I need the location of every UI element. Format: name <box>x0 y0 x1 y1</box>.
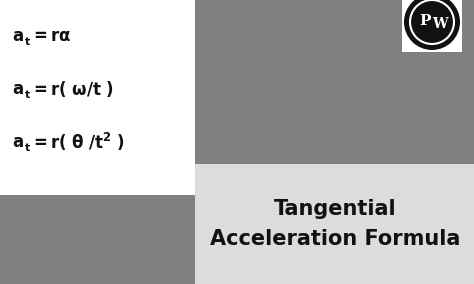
Text: $\mathbf{a}$: $\mathbf{a}$ <box>12 27 24 45</box>
Ellipse shape <box>410 0 454 44</box>
Text: W: W <box>432 17 448 31</box>
Text: $\mathbf{=r(\ \omega/t\ )}$: $\mathbf{=r(\ \omega/t\ )}$ <box>30 79 114 99</box>
Text: $\mathbf{=r(\ \theta\ /t^{2}\ )}$: $\mathbf{=r(\ \theta\ /t^{2}\ )}$ <box>30 131 125 153</box>
Bar <box>0 195 195 284</box>
Text: $\mathbf{a}$: $\mathbf{a}$ <box>12 80 24 98</box>
Ellipse shape <box>404 0 460 50</box>
Bar <box>195 164 474 284</box>
Text: Acceleration Formula: Acceleration Formula <box>210 229 460 249</box>
Text: P: P <box>419 14 431 28</box>
Text: $\mathbf{t}$: $\mathbf{t}$ <box>24 35 31 47</box>
Text: $\mathbf{t}$: $\mathbf{t}$ <box>24 88 31 100</box>
Text: $\mathbf{t}$: $\mathbf{t}$ <box>24 141 31 153</box>
Bar <box>0 0 195 195</box>
Text: $\mathbf{=r\alpha}$: $\mathbf{=r\alpha}$ <box>30 27 71 45</box>
Bar <box>402 0 462 52</box>
Text: Tangential: Tangential <box>273 199 396 219</box>
Text: $\mathbf{a}$: $\mathbf{a}$ <box>12 133 24 151</box>
